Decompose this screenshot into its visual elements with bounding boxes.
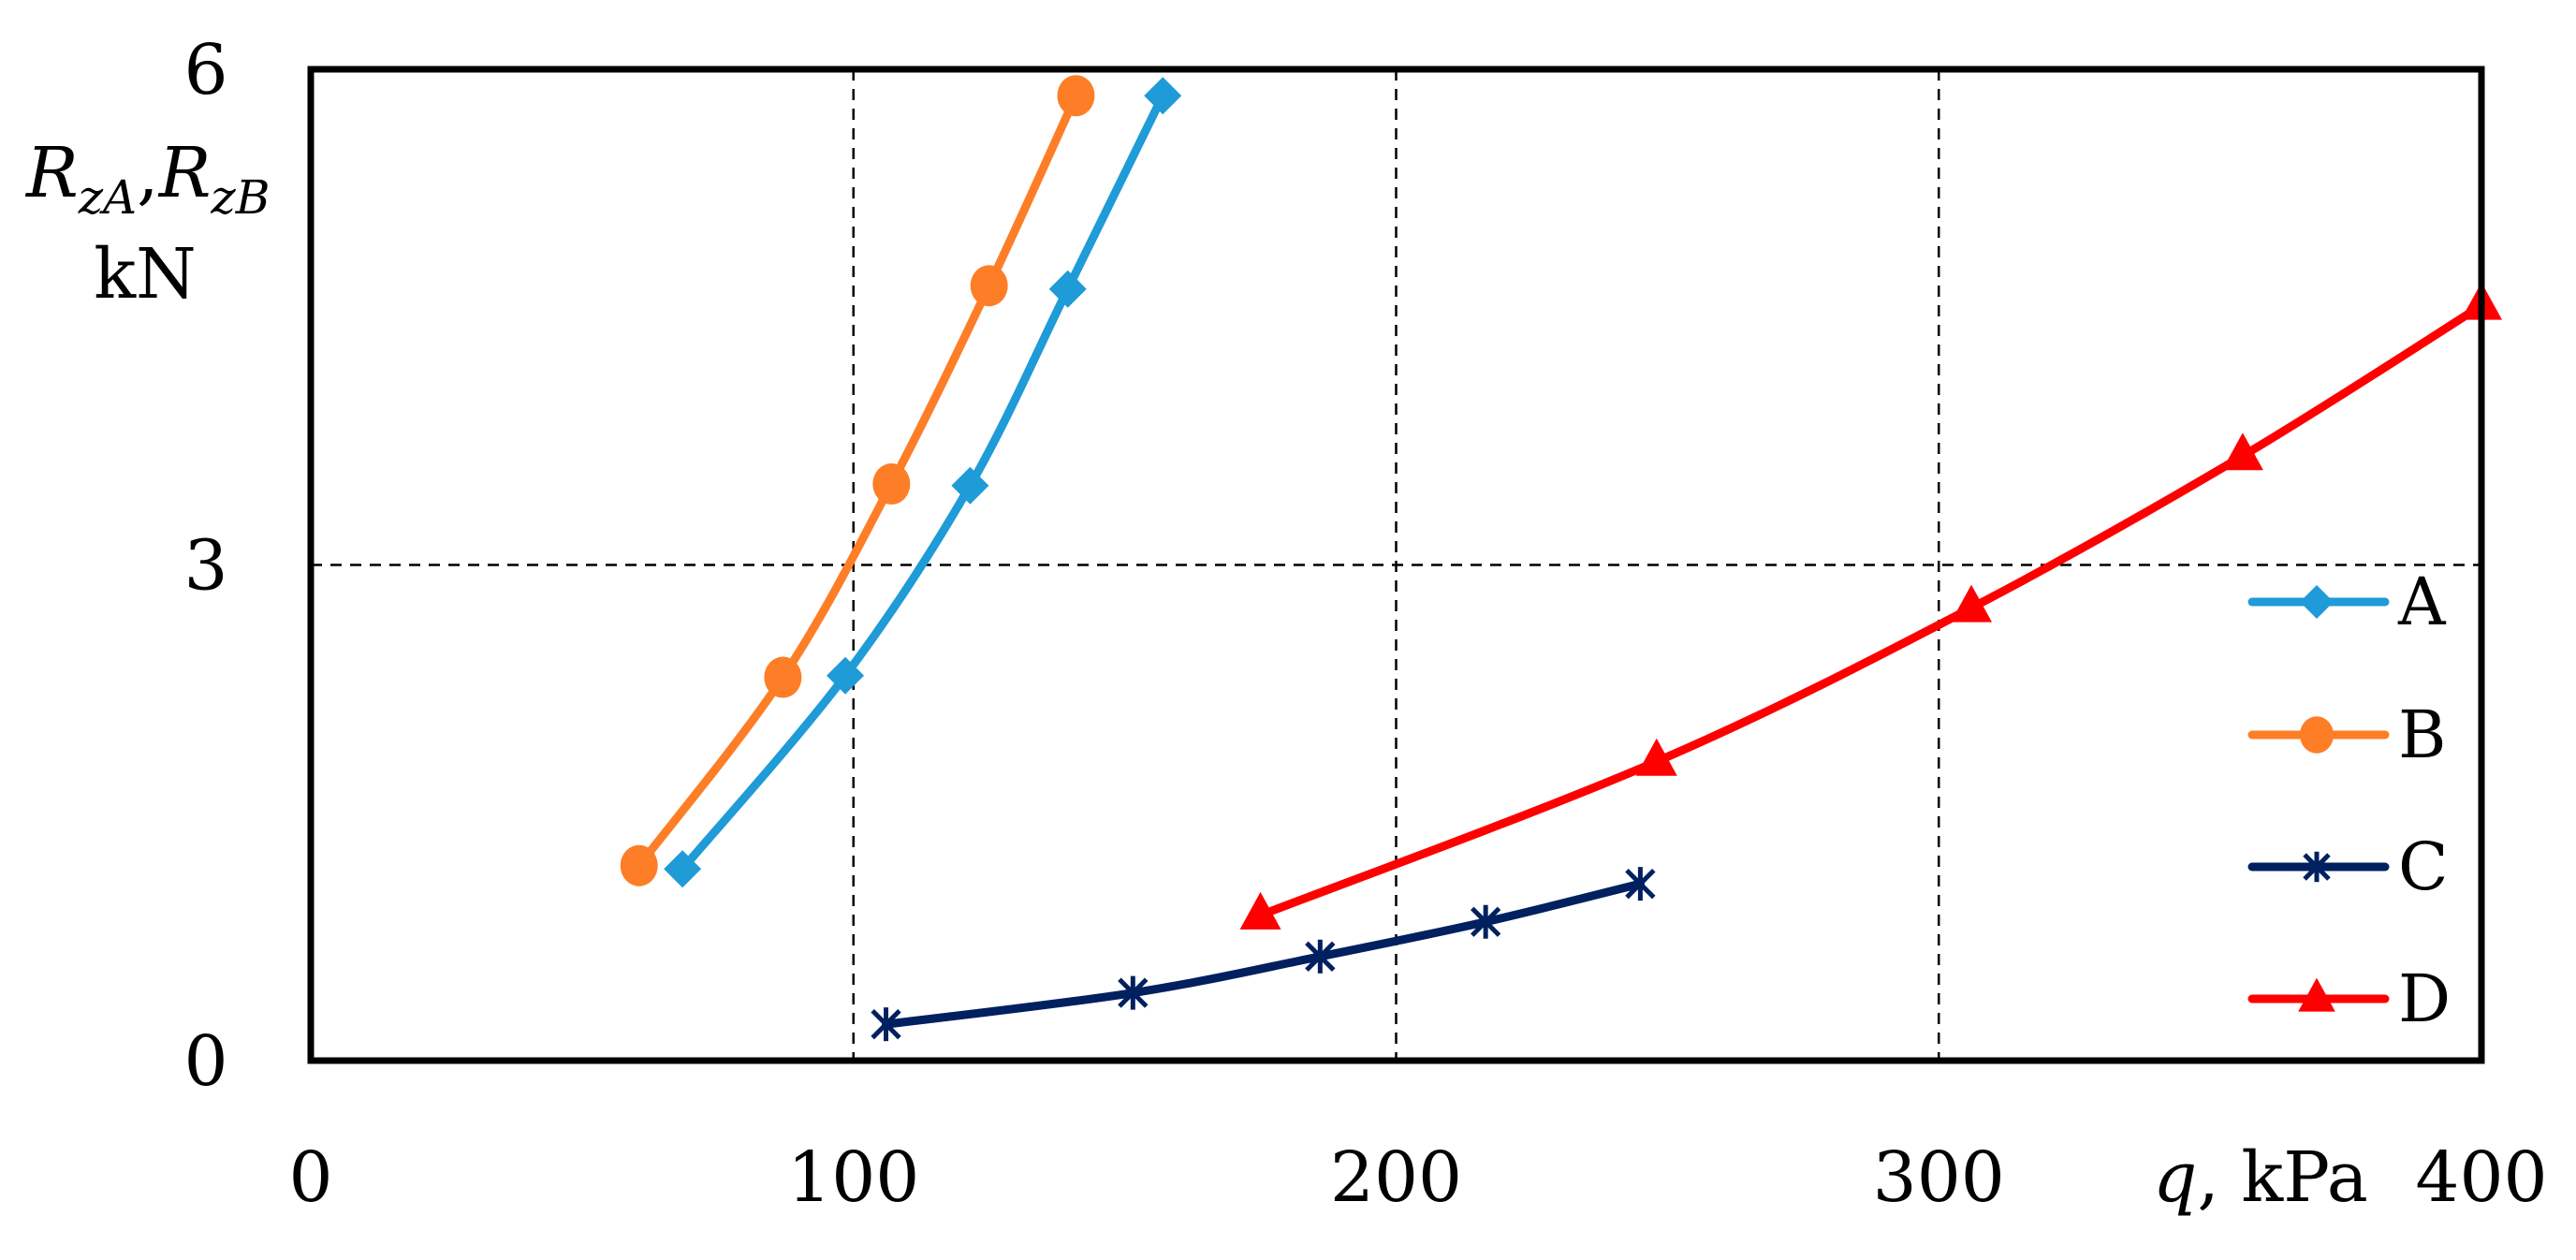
triangle-marker — [1635, 738, 1677, 776]
asterisk-marker — [871, 1007, 901, 1042]
series-line — [1256, 300, 2486, 920]
triangle-marker — [1951, 584, 1993, 623]
x-axis-title: q, kPa — [2153, 1137, 2368, 1218]
tick-labels: 0 100 200 300 400 0 3 6 — [183, 30, 2547, 1218]
triangle-marker — [2221, 432, 2263, 471]
legend-item-d: D — [2247, 960, 2451, 1037]
y-tick-label: 6 — [183, 30, 227, 110]
series-line — [678, 91, 1167, 873]
series-c — [871, 867, 1656, 1042]
series-d — [1239, 282, 2502, 930]
y-axis-units: kN — [94, 234, 197, 315]
legend-label: A — [2397, 564, 2447, 640]
y-axis-title: RzA,RzB kN — [24, 133, 271, 315]
y-tick-label: 0 — [183, 1021, 227, 1102]
asterisk-marker — [1470, 904, 1501, 939]
circle-marker — [764, 656, 802, 698]
diamond-marker — [1048, 270, 1087, 308]
legend-item-b: B — [2247, 696, 2446, 773]
legend-label: C — [2398, 828, 2449, 905]
asterisk-marker — [1305, 939, 1336, 974]
series-line — [882, 879, 1645, 1029]
circle-marker — [620, 844, 658, 886]
circle-marker — [1057, 75, 1095, 117]
y-axis-title-main: RzA,RzB — [24, 133, 271, 225]
x-tick-label: 0 — [288, 1137, 332, 1218]
triangle-marker — [2298, 977, 2335, 1012]
diamond-marker — [951, 466, 989, 505]
plot-frame — [307, 66, 2485, 1064]
diamond-marker — [664, 850, 702, 888]
legend-label: D — [2398, 960, 2451, 1037]
diamond-marker — [1144, 77, 1182, 115]
x-tick-label: 400 — [2415, 1137, 2547, 1218]
diamond-marker — [2300, 585, 2334, 619]
asterisk-marker — [1625, 867, 1656, 901]
series-line — [635, 91, 1080, 871]
circle-marker — [872, 463, 911, 505]
diamond-marker — [827, 656, 865, 695]
x-tick-label: 200 — [1330, 1137, 1462, 1218]
legend-label: B — [2398, 696, 2446, 773]
gridlines — [311, 69, 2481, 1061]
circle-marker — [2300, 716, 2334, 754]
legend-item-a: A — [2247, 564, 2447, 640]
x-tick-label: 100 — [787, 1137, 919, 1218]
triangle-marker — [1239, 891, 1281, 930]
asterisk-marker — [2303, 851, 2331, 883]
series-a — [664, 77, 1182, 888]
x-tick-label: 300 — [1873, 1137, 2005, 1218]
plot-series — [620, 75, 2502, 1042]
asterisk-marker — [1118, 975, 1149, 1010]
circle-marker — [970, 265, 1008, 307]
y-tick-label: 3 — [183, 526, 227, 607]
series-b — [620, 75, 1095, 886]
legend-item-c: C — [2247, 828, 2449, 905]
